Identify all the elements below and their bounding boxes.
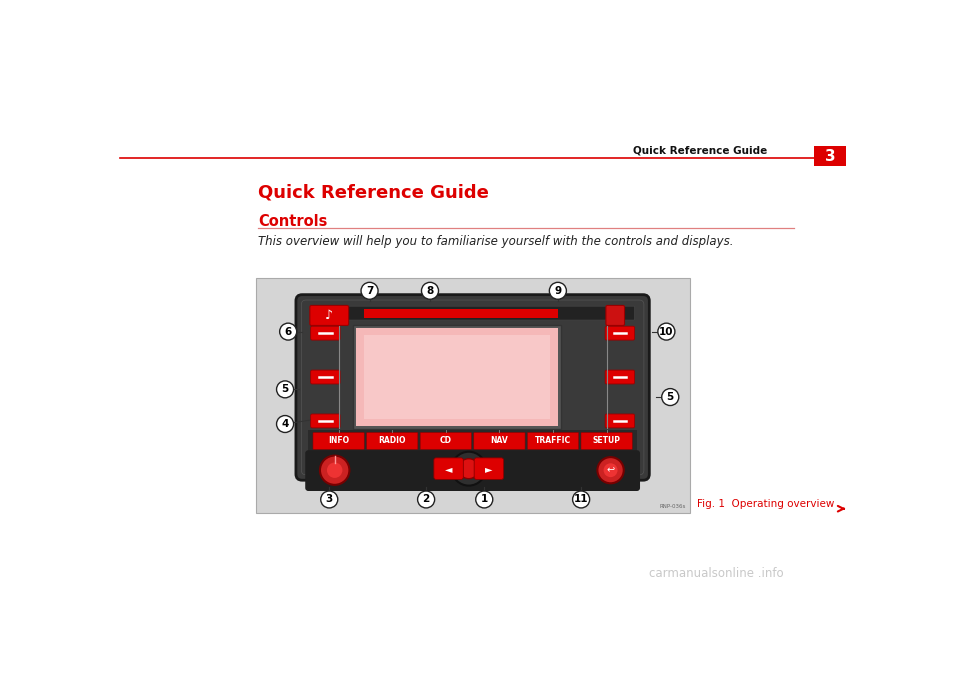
Text: 10: 10 [660, 327, 674, 336]
Text: INFO: INFO [328, 437, 349, 445]
Text: 3: 3 [325, 494, 333, 504]
FancyBboxPatch shape [356, 327, 558, 426]
Circle shape [320, 456, 349, 485]
FancyBboxPatch shape [364, 336, 550, 418]
FancyBboxPatch shape [313, 433, 364, 450]
Text: CD: CD [440, 437, 452, 445]
Text: RADIO: RADIO [378, 437, 406, 445]
Text: ►: ► [485, 464, 492, 474]
Circle shape [276, 381, 294, 398]
Text: 2: 2 [422, 494, 430, 504]
FancyBboxPatch shape [296, 295, 649, 480]
Text: carmanualsonline .info: carmanualsonline .info [649, 567, 784, 580]
Text: Quick Reference Guide: Quick Reference Guide [633, 145, 767, 155]
Text: TRAFFIC: TRAFFIC [535, 437, 571, 445]
FancyBboxPatch shape [527, 433, 579, 450]
FancyBboxPatch shape [308, 430, 636, 452]
Text: This overview will help you to familiarise yourself with the controls and displa: This overview will help you to familiari… [258, 235, 733, 248]
Text: 1: 1 [481, 494, 488, 504]
FancyBboxPatch shape [305, 450, 640, 491]
FancyBboxPatch shape [606, 305, 625, 325]
Text: 5: 5 [666, 392, 674, 402]
FancyBboxPatch shape [474, 433, 525, 450]
FancyBboxPatch shape [605, 414, 635, 428]
Circle shape [658, 323, 675, 340]
Circle shape [327, 462, 343, 478]
Text: 6: 6 [284, 327, 292, 336]
FancyBboxPatch shape [367, 433, 418, 450]
Text: ♪: ♪ [325, 309, 333, 322]
FancyBboxPatch shape [255, 278, 689, 513]
Circle shape [572, 491, 589, 508]
Circle shape [279, 323, 297, 340]
Circle shape [321, 491, 338, 508]
FancyBboxPatch shape [605, 326, 635, 340]
Circle shape [459, 458, 479, 479]
FancyBboxPatch shape [814, 146, 846, 166]
Circle shape [276, 416, 294, 433]
Text: SETUP: SETUP [592, 437, 620, 445]
Text: 9: 9 [554, 286, 562, 296]
Text: 7: 7 [366, 286, 373, 296]
FancyBboxPatch shape [434, 458, 464, 479]
Text: 8: 8 [426, 286, 434, 296]
Circle shape [418, 491, 435, 508]
Text: 4: 4 [281, 419, 289, 429]
FancyBboxPatch shape [311, 326, 340, 340]
FancyBboxPatch shape [605, 370, 635, 384]
Circle shape [661, 388, 679, 405]
Text: 11: 11 [574, 494, 588, 504]
Text: 5: 5 [281, 384, 289, 395]
Text: Fig. 1  Operating overview: Fig. 1 Operating overview [697, 499, 835, 508]
Circle shape [421, 282, 439, 299]
FancyBboxPatch shape [311, 370, 340, 384]
Text: ◄: ◄ [444, 464, 452, 474]
Circle shape [476, 491, 492, 508]
FancyBboxPatch shape [353, 325, 561, 429]
FancyBboxPatch shape [311, 414, 340, 428]
Circle shape [452, 452, 486, 485]
Text: RNP-036s: RNP-036s [660, 504, 685, 508]
Text: Controls: Controls [258, 214, 327, 228]
Text: Quick Reference Guide: Quick Reference Guide [258, 184, 489, 202]
Text: 3: 3 [825, 148, 835, 163]
Circle shape [597, 457, 624, 483]
FancyBboxPatch shape [474, 458, 504, 479]
Circle shape [549, 282, 566, 299]
FancyBboxPatch shape [420, 433, 471, 450]
Circle shape [361, 282, 378, 299]
FancyBboxPatch shape [364, 308, 558, 318]
Circle shape [604, 463, 617, 477]
Text: ↩: ↩ [607, 465, 614, 475]
Text: NAV: NAV [491, 437, 508, 445]
FancyBboxPatch shape [581, 433, 633, 450]
FancyBboxPatch shape [310, 305, 348, 325]
FancyBboxPatch shape [311, 306, 635, 320]
